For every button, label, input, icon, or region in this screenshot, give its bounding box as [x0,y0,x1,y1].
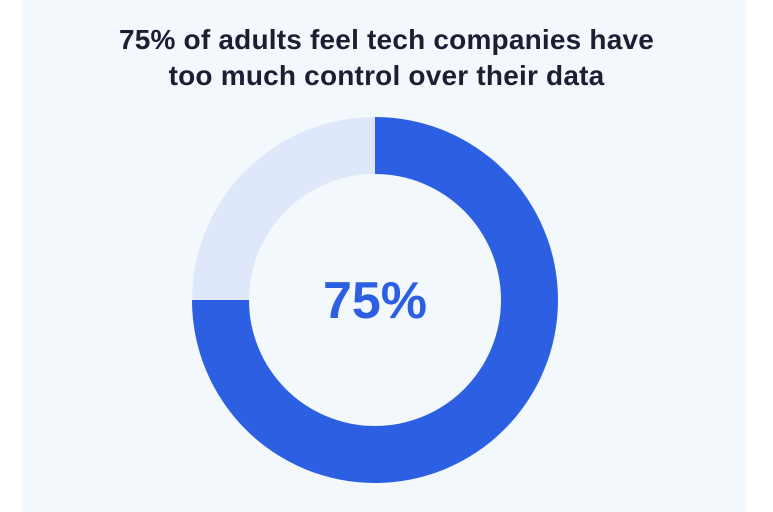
donut-slice-remainder [192,117,375,300]
chart-title: 75% of adults feel tech companies have t… [0,22,773,94]
chart-title-line-2: too much control over their data [168,60,605,91]
donut-slice-primary [192,117,558,483]
chart-title-line-1: 75% of adults feel tech companies have [118,24,655,55]
donut-center-label: 75% [323,272,427,330]
donut-slices [192,117,558,483]
